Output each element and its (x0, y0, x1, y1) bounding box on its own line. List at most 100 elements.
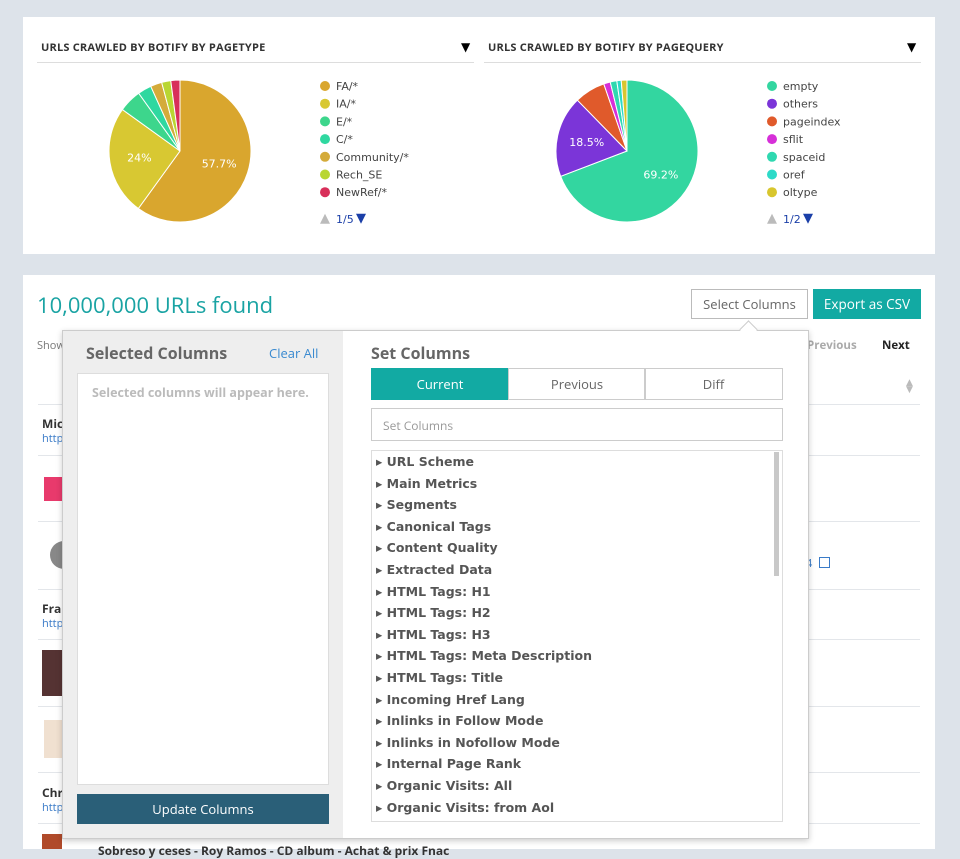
group-label: Organic Visits: All (386, 778, 513, 793)
group-label: Internal Page Rank (386, 756, 522, 772)
search-input[interactable] (371, 408, 783, 441)
legend-swatch (320, 187, 330, 198)
group-label: Inlinks in Nofollow Mode (386, 734, 560, 750)
legend-label: NewRef/* (336, 186, 387, 199)
row-title: Chr (42, 784, 63, 801)
legend-label: others (783, 98, 818, 111)
row-url[interactable]: http (42, 800, 64, 815)
row-title: Fra (42, 600, 62, 617)
group-label: HTML Tags: Meta Description (386, 648, 592, 664)
column-group[interactable]: ▸ HTML Tags: Meta Description (376, 648, 592, 663)
pager-prev[interactable] (767, 213, 777, 224)
menu-toggle[interactable]: ▼ (461, 38, 471, 55)
group-label: Organic Visits: from Aol (386, 799, 555, 815)
pager-next[interactable] (803, 213, 813, 224)
legend-label: spaceid (783, 151, 825, 164)
legend-swatch (320, 134, 330, 145)
clear-all-link[interactable]: Clear All (269, 344, 319, 362)
group-label: Segments (386, 497, 457, 513)
thumbnail (44, 477, 62, 501)
pie-slice (170, 79, 181, 152)
caret: ▸ (376, 475, 387, 491)
previous-link[interactable]: Previous (807, 338, 857, 353)
legend-label: oref (783, 169, 806, 182)
column-group[interactable]: ▸ HTML Tags: H1 (376, 584, 491, 599)
row-url[interactable]: http (42, 431, 64, 446)
external-icon[interactable] (819, 557, 830, 568)
pager-label: 1/2 (783, 213, 801, 226)
column-group[interactable]: ▸ Segments (376, 497, 457, 512)
row-title: Mic (42, 415, 64, 432)
pie-slice (555, 99, 628, 177)
row-url[interactable]: http (42, 616, 64, 631)
column-group[interactable]: ▸ URL Scheme (376, 454, 474, 469)
update-button[interactable]: Update Columns (77, 794, 329, 824)
group-label: Extracted Data (386, 562, 493, 577)
show-label: Show (37, 338, 65, 353)
search-placeholder: Set Columns (383, 417, 454, 434)
divider (484, 62, 921, 63)
pager-prev[interactable] (320, 213, 330, 224)
scrollbar (774, 452, 779, 576)
group-label: Inlinks in Follow Mode (386, 713, 544, 729)
caret: ▸ (376, 605, 387, 621)
column-group[interactable]: ▸ HTML Tags: Title (376, 670, 503, 685)
sort-icon[interactable]: ▲ ▼ (906, 375, 913, 395)
menu-toggle[interactable]: ▼ (907, 38, 917, 55)
legend-swatch (320, 81, 330, 91)
legend-swatch (767, 151, 777, 162)
column-group[interactable]: ▸ Internal Page Rank (376, 756, 521, 771)
thumbnail (50, 541, 64, 569)
pane-title: Set Columns (371, 342, 471, 364)
legend-swatch (320, 116, 330, 127)
legend-label: C/* (336, 133, 353, 146)
column-group[interactable]: ▸ HTML Tags: H2 (376, 605, 491, 620)
caret: ▸ (376, 562, 387, 577)
tab-diff[interactable]: Diff (644, 368, 783, 400)
column-group[interactable]: ▸ Inlinks in Follow Mode (376, 713, 543, 728)
caret: ▸ (376, 778, 387, 793)
caret: ▸ (376, 691, 387, 707)
caret: ▸ (376, 713, 387, 729)
legend-label: pageindex (783, 115, 841, 128)
charts: 57.7% FA/* 24% IA/* E/* C/* Community/* Rech_SE… (108, 79, 841, 226)
tab-current[interactable]: Current (371, 368, 509, 400)
group-label: HTML Tags: Title (386, 670, 504, 685)
empty-message: Selected columns will appear here. (92, 384, 309, 401)
legend-label: FA/* (336, 80, 359, 93)
next-link[interactable]: Next (882, 338, 910, 353)
legend-swatch (320, 98, 330, 109)
legend-swatch (767, 187, 777, 198)
caret: ▸ (376, 583, 387, 599)
tab-previous[interactable]: Previous (508, 368, 646, 400)
pager-next[interactable] (356, 213, 366, 224)
thumbnail (42, 650, 62, 696)
column-group[interactable]: ▸ Inlinks in Nofollow Mode (376, 735, 560, 750)
column-group[interactable]: ▸ Content Quality (376, 540, 498, 555)
group-label: HTML Tags: H1 (386, 583, 491, 599)
column-group[interactable]: ▸ Canonical Tags (376, 519, 491, 534)
slice-label: 24% (127, 152, 151, 165)
caret: ▸ (376, 518, 387, 534)
column-group[interactable]: ▸ HTML Tags: H3 (376, 627, 491, 642)
legend-label: Rech_SE (336, 169, 382, 182)
slice-label: 57.7% (202, 158, 237, 171)
group-label: URL Scheme (386, 454, 475, 469)
legend-swatch (320, 151, 330, 162)
legend-swatch (767, 116, 777, 127)
column-group[interactable]: ▸ Incoming Href Lang (376, 692, 525, 707)
group-label: Main Metrics (386, 475, 478, 491)
group-label: Incoming Href Lang (386, 691, 525, 707)
column-group[interactable]: ▸ Extracted Data (376, 562, 492, 577)
select-columns-button[interactable]: Select Columns (691, 289, 808, 319)
legend-swatch (767, 81, 777, 91)
cell-link[interactable]: 4 (806, 556, 813, 571)
column-group[interactable]: ▸ Organic Visits: from Aol (376, 800, 554, 815)
export-button[interactable]: Export as CSV (813, 289, 921, 319)
column-group[interactable]: ▸ Main Metrics (376, 476, 477, 491)
pie-slice (108, 108, 181, 210)
pane-title: Selected Columns (86, 342, 228, 364)
caret: ▸ (376, 734, 387, 750)
column-group[interactable]: ▸ Organic Visits: All (376, 778, 512, 793)
